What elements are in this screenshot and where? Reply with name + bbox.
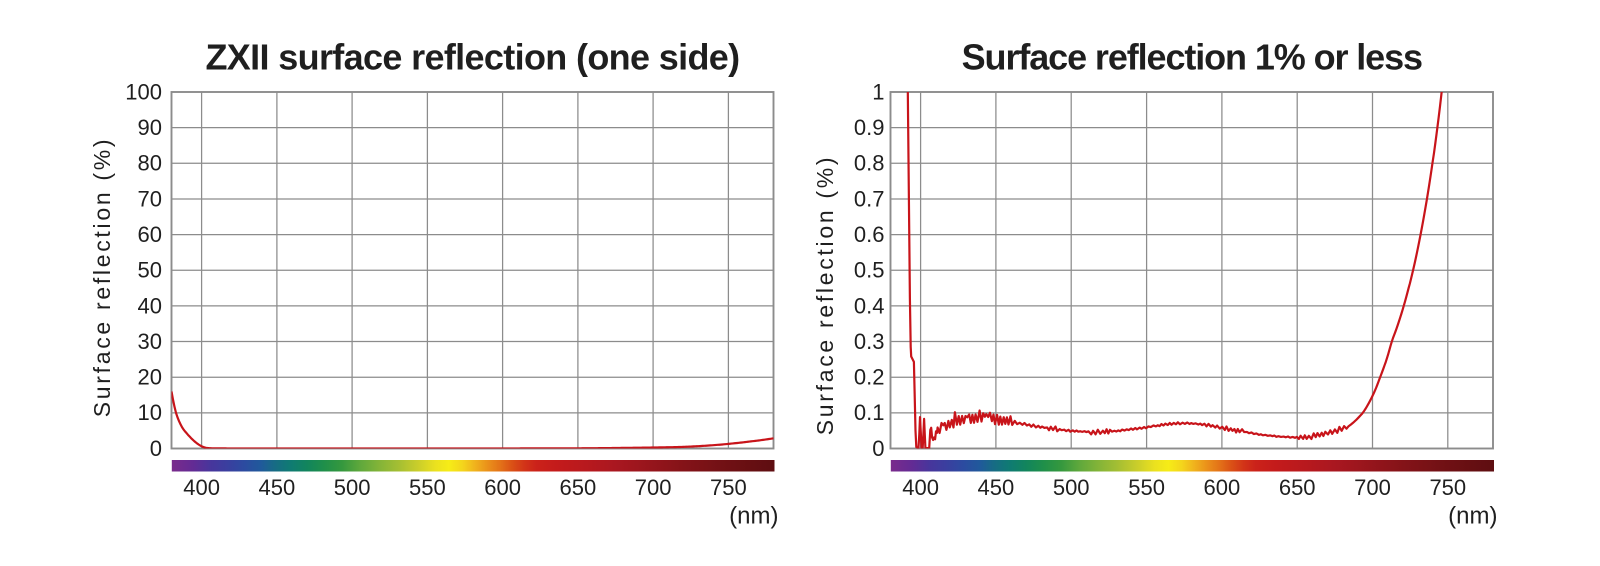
svg-text:0.5: 0.5 <box>854 258 885 283</box>
svg-text:550: 550 <box>409 475 446 500</box>
svg-text:0.6: 0.6 <box>854 222 885 247</box>
svg-text:0.2: 0.2 <box>854 365 885 390</box>
svg-text:(nm): (nm) <box>729 503 778 530</box>
svg-text:40: 40 <box>138 293 162 318</box>
svg-text:600: 600 <box>1204 475 1241 500</box>
svg-text:20: 20 <box>138 365 162 390</box>
svg-text:Surface reflection (%): Surface reflection (%) <box>812 155 838 436</box>
svg-text:500: 500 <box>334 475 371 500</box>
svg-text:750: 750 <box>1429 475 1466 500</box>
svg-text:0: 0 <box>150 436 162 461</box>
svg-text:(nm): (nm) <box>1448 503 1497 530</box>
svg-text:30: 30 <box>138 329 162 354</box>
svg-text:600: 600 <box>484 475 521 500</box>
svg-text:750: 750 <box>710 475 747 500</box>
svg-text:700: 700 <box>1354 475 1391 500</box>
svg-text:0.4: 0.4 <box>854 293 885 318</box>
svg-text:60: 60 <box>138 222 162 247</box>
svg-text:400: 400 <box>902 475 939 500</box>
svg-text:70: 70 <box>138 186 162 211</box>
svg-text:Surface reflection 1% or less: Surface reflection 1% or less <box>962 37 1422 78</box>
svg-text:450: 450 <box>978 475 1015 500</box>
svg-text:1: 1 <box>872 79 884 104</box>
svg-text:10: 10 <box>138 400 162 425</box>
svg-text:550: 550 <box>1128 475 1165 500</box>
svg-text:450: 450 <box>259 475 296 500</box>
svg-text:ZXII surface reflection (one s: ZXII surface reflection (one side) <box>205 37 739 78</box>
svg-text:700: 700 <box>635 475 672 500</box>
svg-text:0.1: 0.1 <box>854 400 885 425</box>
svg-text:500: 500 <box>1053 475 1090 500</box>
svg-text:0.9: 0.9 <box>854 115 885 140</box>
svg-text:0.7: 0.7 <box>854 186 885 211</box>
svg-text:650: 650 <box>1279 475 1316 500</box>
svg-text:0.3: 0.3 <box>854 329 885 354</box>
svg-text:400: 400 <box>183 475 220 500</box>
svg-text:Surface reflection (%): Surface reflection (%) <box>89 137 115 418</box>
svg-text:90: 90 <box>138 115 162 140</box>
svg-text:0.8: 0.8 <box>854 151 885 176</box>
svg-text:100: 100 <box>125 79 162 104</box>
svg-text:0: 0 <box>872 436 884 461</box>
svg-text:650: 650 <box>560 475 597 500</box>
svg-text:80: 80 <box>138 151 162 176</box>
svg-text:50: 50 <box>138 258 162 283</box>
